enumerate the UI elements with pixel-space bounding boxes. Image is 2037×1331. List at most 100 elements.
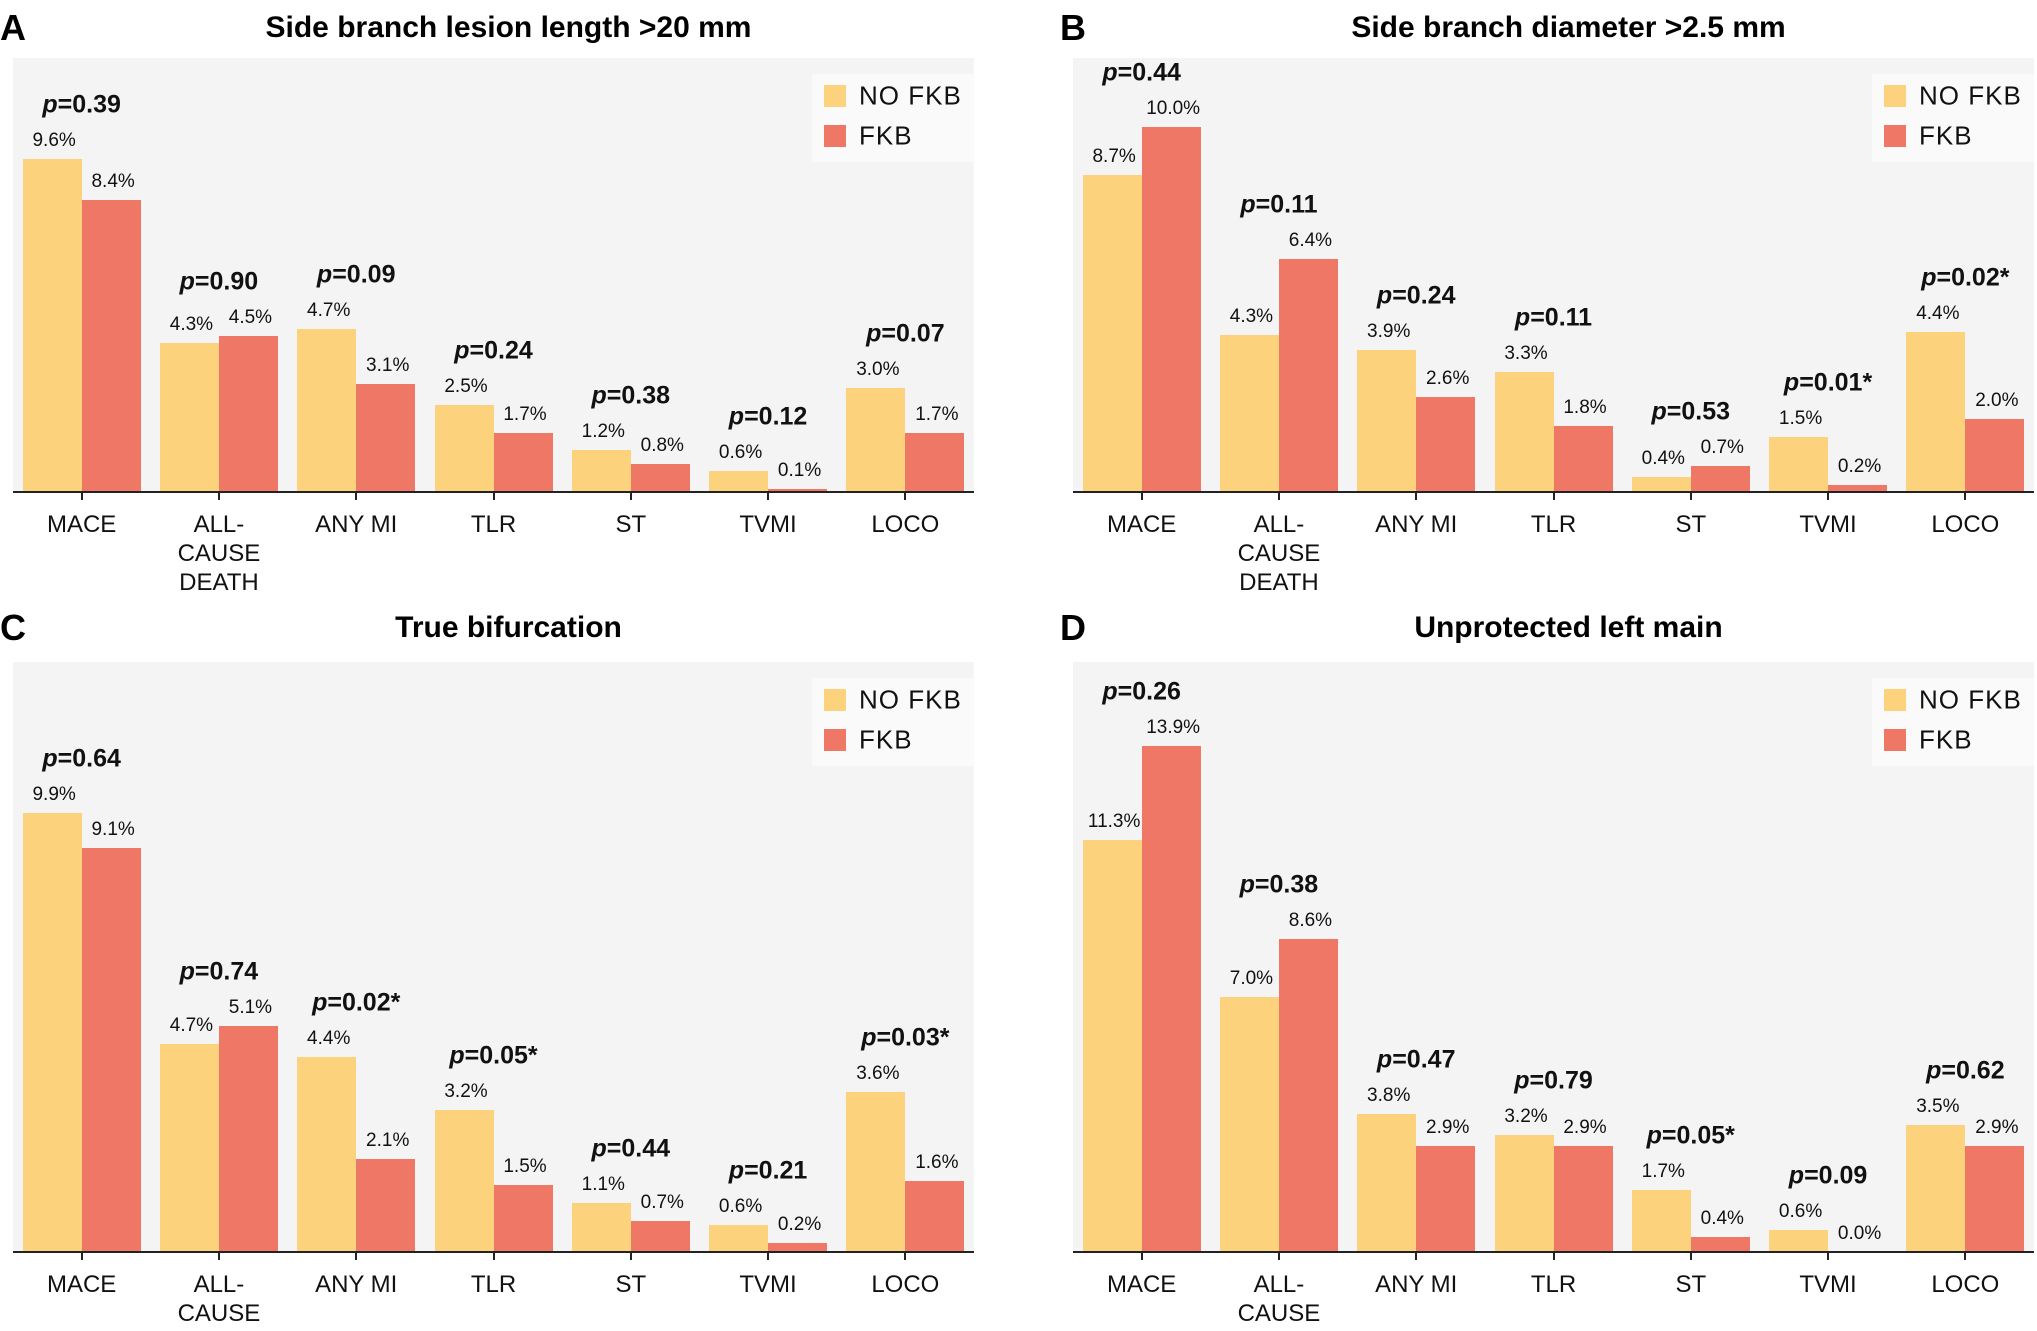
x-tick [1140,1252,1143,1260]
bar [1828,484,1888,492]
legend-swatch [824,85,846,107]
x-tick [767,492,770,500]
bar [630,464,690,492]
x-tick-label: ST [615,511,647,538]
value-label: 1.7% [1641,1161,1685,1183]
value-label: 2.5% [444,376,488,398]
x-tick [1827,492,1830,500]
bar [1141,745,1201,1252]
bar [1906,1124,1966,1252]
bar [1278,938,1338,1252]
p-value: p=0.44 [1102,58,1181,87]
bar [768,488,828,492]
value-label: 8.4% [91,171,135,193]
x-tick-label: TLR [470,511,517,538]
panel-letter: B [1060,7,1086,48]
bar [1769,1230,1829,1252]
value-label: 8.6% [1288,909,1333,931]
bar [22,812,82,1252]
panel-letter: D [1060,607,1086,648]
x-tick [1552,492,1555,500]
value-label: 11.3% [1087,811,1141,833]
x-tick [217,492,220,500]
value-label: 2.9% [1975,1117,2019,1139]
legend-swatch [824,729,846,751]
value-label: 0.7% [640,1191,684,1213]
x-tick [1277,1252,1280,1260]
value-label: 3.6% [856,1063,900,1085]
value-label: 4.3% [169,313,214,335]
legend-swatch [824,125,846,147]
panel-letter: C [0,607,26,648]
x-tick [1964,1252,1967,1260]
value-label: 2.1% [366,1129,410,1151]
value-label: 4.4% [1916,302,1960,324]
x-tick-label: MACE [46,511,117,538]
legend-label: FKB [1919,724,1973,755]
chart-title: Side branch diameter >2.5 mm [1351,11,1786,44]
x-tick-label: TLR [1530,1271,1577,1298]
x-tick [355,1252,358,1260]
value-label: 3.5% [1916,1095,1960,1117]
p-value: p=0.11 [1240,190,1318,219]
bar [493,1185,553,1252]
bar [81,848,141,1252]
value-label: 0.6% [1778,1201,1823,1223]
bar [1082,174,1142,492]
x-tick-label: TVMI [1799,511,1857,538]
bar [709,471,769,492]
value-label: 3.1% [366,355,410,377]
p-value: p=0.38 [1239,870,1319,899]
x-tick [1415,1252,1418,1260]
x-tick [355,492,358,500]
x-axis [1073,1251,2034,1253]
bar [571,1203,631,1252]
p-value: p=0.12 [728,402,808,431]
x-tick-label: ANY MI [315,1271,398,1298]
x-tick-label: ANY MI [1375,1271,1458,1298]
bar [22,158,82,492]
bar [571,450,631,492]
x-tick [1140,492,1143,500]
bar [218,1025,278,1252]
p-value: p=0.24 [454,336,533,365]
bar [81,200,141,492]
bar [768,1243,828,1252]
bar [1357,1113,1417,1252]
bar [1553,1146,1613,1252]
bar [1631,477,1691,492]
p-value: p=0.62 [1926,1056,2005,1085]
bar [905,1181,965,1252]
p-value: p=0.74 [179,957,259,986]
p-value: p=0.44 [591,1134,671,1163]
x-tick [492,492,495,500]
value-label: 2.6% [1426,368,1470,390]
bar [1690,466,1750,492]
x-tick [629,492,632,500]
legend-label: FKB [1919,120,1973,151]
value-label: 10.0% [1146,98,1201,120]
value-label: 0.0% [1837,1223,1882,1244]
value-label: 2.9% [1426,1117,1470,1139]
chart-title: Unprotected left main [1414,611,1723,644]
value-label: 0.7% [1700,437,1744,459]
bar [1906,331,1966,492]
value-label: 0.4% [1700,1208,1744,1230]
x-tick-label: TVMI [739,511,797,538]
p-value: p=0.03* [861,1023,950,1052]
p-value: p=0.02* [1921,263,2010,292]
bar [356,1158,416,1252]
x-tick-label: ALL-CAUSE DEATH [177,511,261,596]
value-label: 4.7% [169,1014,214,1036]
bar [1769,437,1829,492]
x-tick-label: LOCO [871,511,940,538]
p-value: p=0.39 [42,90,121,119]
value-label: 4.7% [307,299,351,321]
p-value: p=0.07 [866,319,945,348]
legend-label: FKB [859,724,913,755]
value-label: 0.6% [718,442,763,464]
x-tick-label: LOCO [1931,511,2000,538]
bar [159,342,219,492]
legend-label: NO FKB [1919,80,2022,111]
p-value: p=0.90 [179,267,259,296]
